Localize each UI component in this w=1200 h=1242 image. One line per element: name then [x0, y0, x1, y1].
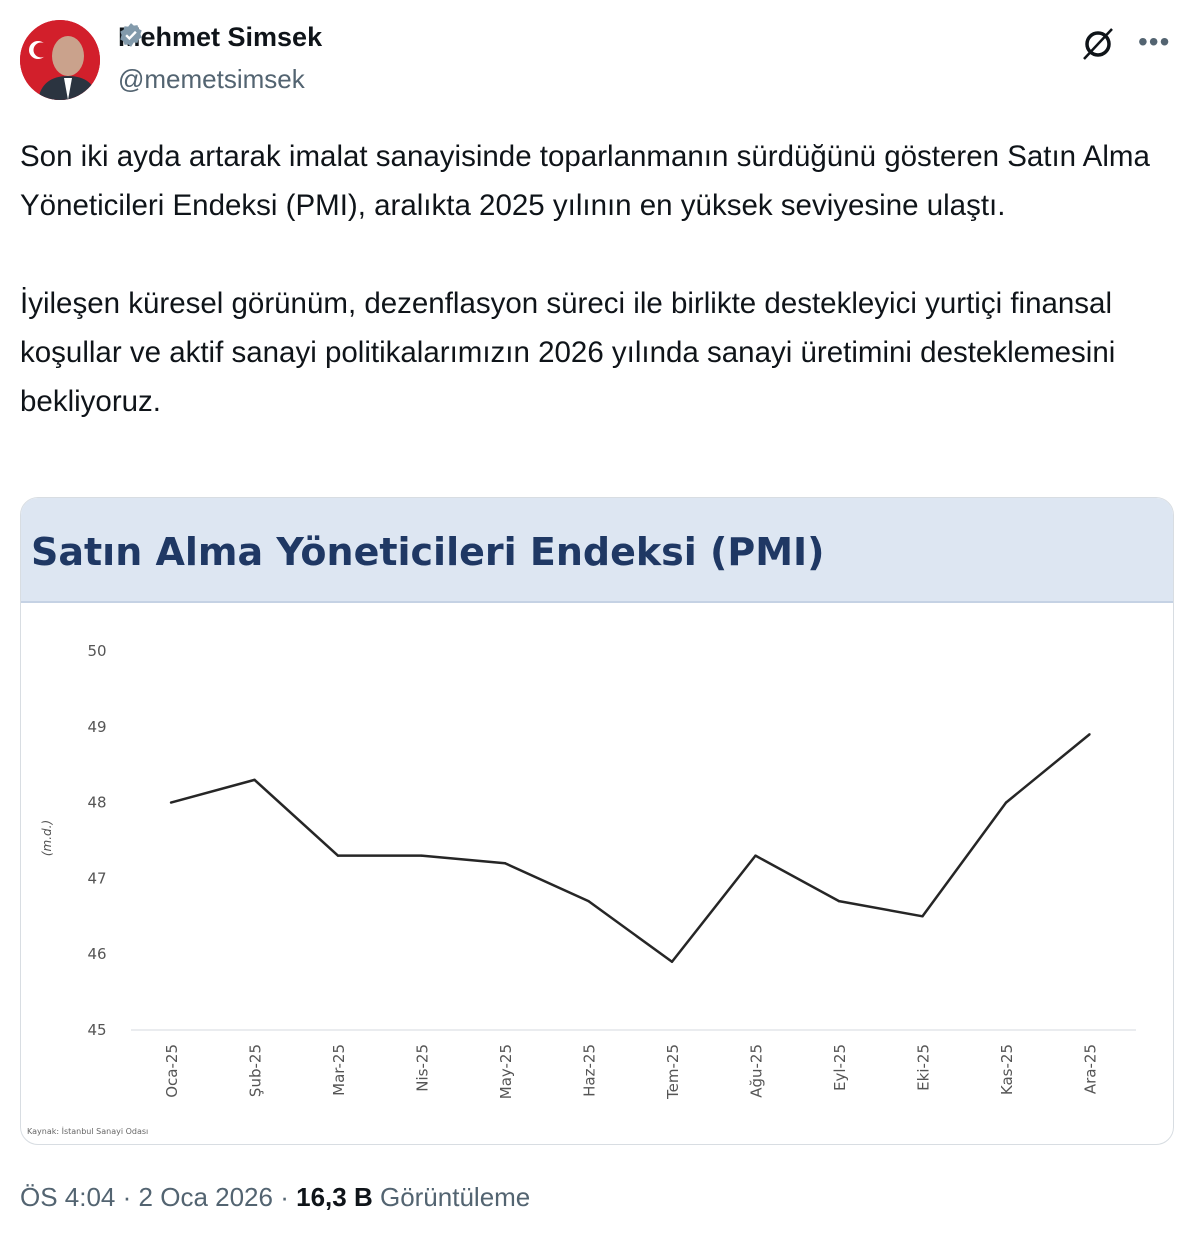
tweet-date[interactable]: 2 Oca 2026: [138, 1182, 273, 1212]
verified-badge-icon: [120, 23, 142, 47]
avatar-image: [20, 20, 100, 100]
separator: ·: [122, 1182, 132, 1212]
tweet-text: Son iki ayda artarak imalat sanayisinde …: [20, 132, 1170, 475]
grok-icon[interactable]: [1080, 26, 1116, 62]
chart-image[interactable]: Satın Alma Yöneticileri Endeksi (PMI) 45…: [20, 497, 1174, 1145]
x-tick-label: Ara-25: [1082, 1044, 1100, 1094]
more-options-icon[interactable]: •••: [1138, 26, 1171, 57]
x-tick-label: Haz-25: [581, 1044, 599, 1097]
x-tick-label: Mar-25: [330, 1044, 348, 1096]
pmi-series-line: [170, 733, 1091, 964]
x-tick-label: Ağu-25: [748, 1044, 766, 1098]
chart-title: Satın Alma Yöneticileri Endeksi (PMI): [31, 530, 825, 574]
data-point: [670, 960, 674, 963]
x-tick-label: Tem-25: [664, 1044, 682, 1100]
data-point: [587, 899, 590, 903]
data-point: [754, 854, 757, 857]
tweet-paragraph: Son iki ayda artarak imalat sanayisinde …: [20, 140, 1150, 222]
y-tick-label: 47: [87, 869, 106, 887]
data-point: [837, 899, 841, 903]
x-tick-label: May-25: [497, 1044, 515, 1099]
tweet-meta: ÖS 4:04 · 2 Oca 2026 · 16,3 B Görüntülem…: [20, 1182, 530, 1213]
y-tick-label: 49: [87, 718, 106, 736]
data-point: [253, 778, 256, 782]
tweet-time[interactable]: ÖS 4:04: [20, 1182, 116, 1212]
view-count: 16,3 B: [296, 1182, 373, 1212]
data-point: [1088, 733, 1091, 736]
chart-header: Satın Alma Yöneticileri Endeksi (PMI): [21, 498, 1173, 603]
y-tick-label: 46: [87, 945, 106, 963]
y-tick-label: 50: [87, 642, 106, 660]
data-point: [921, 915, 924, 918]
y-tick-label: 48: [87, 794, 106, 812]
author-name[interactable]: Mehmet Simsek: [118, 22, 323, 52]
x-tick-label: Nis-25: [414, 1044, 432, 1092]
x-tick-label: Kas-25: [998, 1044, 1016, 1095]
author-handle[interactable]: @memetsimsek: [118, 64, 305, 94]
avatar[interactable]: [20, 20, 100, 100]
data-point: [336, 854, 340, 857]
source-note: Kaynak: İstanbul Sanayi Odası: [27, 1126, 148, 1136]
data-point: [1004, 801, 1008, 804]
x-tick-label: Eyl-25: [831, 1044, 849, 1091]
views-label: Görüntüleme: [379, 1182, 531, 1212]
data-point: [420, 854, 423, 857]
y-axis-label: (m.d.): [40, 820, 54, 856]
x-tick-label: Şub-25: [247, 1044, 265, 1097]
y-tick-label: 45: [87, 1021, 106, 1039]
tweet-paragraph: İyileşen küresel görünüm, dezenflasyon s…: [20, 287, 1116, 418]
pmi-line-chart: 45 46 47 48 49 50 (m.d.) Oca-25 Şub-25 Mar-25 Nis-…: [27, 642, 1136, 1136]
data-point: [503, 862, 507, 865]
separator: ·: [280, 1182, 289, 1212]
data-point: [169, 801, 173, 804]
x-tick-label: Oca-25: [163, 1044, 181, 1098]
x-tick-label: Eki-25: [915, 1044, 933, 1091]
